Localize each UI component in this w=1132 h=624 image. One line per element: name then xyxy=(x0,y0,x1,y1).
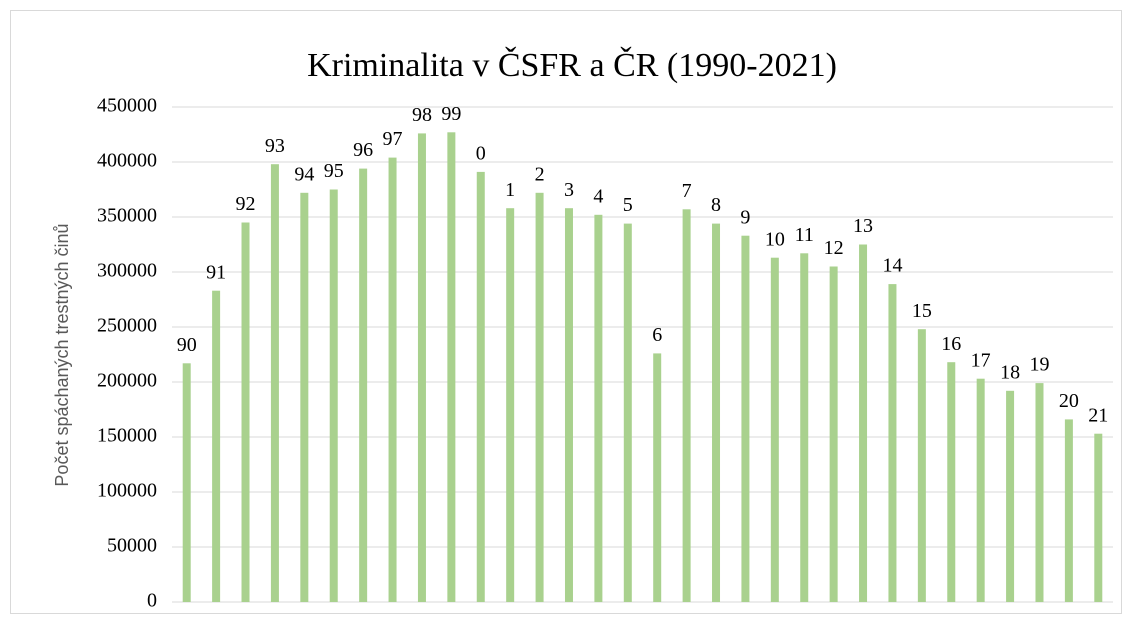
bar xyxy=(712,223,721,602)
y-tick-label: 50000 xyxy=(107,535,157,557)
bar xyxy=(535,192,544,603)
bar-label: 99 xyxy=(441,103,461,125)
bar xyxy=(800,253,809,603)
bar xyxy=(270,164,279,602)
bar-label: 1 xyxy=(505,179,515,201)
bar-label: 0 xyxy=(476,142,486,164)
bar-label: 97 xyxy=(383,128,403,150)
bar-label: 14 xyxy=(882,255,902,277)
y-tick-label: 400000 xyxy=(97,150,157,172)
bar xyxy=(182,363,191,602)
bar-label: 91 xyxy=(206,261,226,283)
y-tick-label: 250000 xyxy=(97,315,157,337)
y-tick-label: 0 xyxy=(147,590,157,612)
bar-label: 5 xyxy=(623,194,633,216)
bar-label: 16 xyxy=(941,333,961,355)
bar-label: 11 xyxy=(795,224,814,246)
bar-label: 19 xyxy=(1029,354,1049,376)
bar xyxy=(476,171,485,602)
bar xyxy=(564,208,573,602)
bar xyxy=(300,192,309,603)
bar xyxy=(359,168,368,602)
bar-label: 92 xyxy=(236,193,256,215)
bar xyxy=(1064,419,1073,602)
bar-label: 21 xyxy=(1088,404,1108,426)
bar-label: 98 xyxy=(412,104,432,126)
bar-label: 13 xyxy=(853,215,873,237)
bar xyxy=(594,214,603,603)
chart-title: Kriminalita v ČSFR a ČR (1990-2021) xyxy=(307,46,837,84)
bar xyxy=(388,157,397,602)
bar-label: 18 xyxy=(1000,361,1020,383)
bar xyxy=(770,257,779,602)
bar-label: 9 xyxy=(740,206,750,228)
bar xyxy=(888,284,897,602)
bar-label: 20 xyxy=(1059,390,1079,412)
bar xyxy=(1035,383,1044,602)
bar xyxy=(947,362,956,602)
y-tick-label: 300000 xyxy=(97,260,157,282)
bar xyxy=(859,244,868,602)
bar xyxy=(1094,433,1103,602)
bar-label: 3 xyxy=(564,179,574,201)
bar xyxy=(623,223,632,602)
bar xyxy=(917,329,926,602)
bar xyxy=(1006,390,1015,602)
bar xyxy=(653,353,662,602)
bar-label: 94 xyxy=(294,163,314,185)
bar-label: 96 xyxy=(353,139,373,161)
bar xyxy=(417,133,426,602)
bar-label: 12 xyxy=(824,237,844,259)
bar xyxy=(829,266,838,602)
y-axis-title: Počet spáchaných trestných činů xyxy=(52,223,72,486)
bar-label: 10 xyxy=(765,228,785,250)
y-tick-label: 150000 xyxy=(97,425,157,447)
y-tick-label: 200000 xyxy=(97,370,157,392)
y-tick-label: 100000 xyxy=(97,480,157,502)
bar-label: 2 xyxy=(535,163,545,185)
bar-label: 4 xyxy=(593,185,603,207)
bar xyxy=(506,208,515,602)
y-tick-label: 350000 xyxy=(97,205,157,227)
bar xyxy=(741,235,750,602)
bar-label: 93 xyxy=(265,135,285,157)
bar-label: 17 xyxy=(971,349,991,371)
bar xyxy=(447,132,456,603)
bar xyxy=(329,189,338,602)
bar-label: 95 xyxy=(324,160,344,182)
bar-label: 15 xyxy=(912,300,932,322)
bar xyxy=(212,290,221,602)
bar-label: 7 xyxy=(682,180,692,202)
y-tick-label: 450000 xyxy=(97,95,157,117)
bar xyxy=(976,378,985,602)
bar xyxy=(682,209,691,603)
bar xyxy=(241,222,250,602)
bar-label: 90 xyxy=(177,334,197,356)
bar-label: 8 xyxy=(711,194,721,216)
bar-label: 6 xyxy=(652,324,662,346)
